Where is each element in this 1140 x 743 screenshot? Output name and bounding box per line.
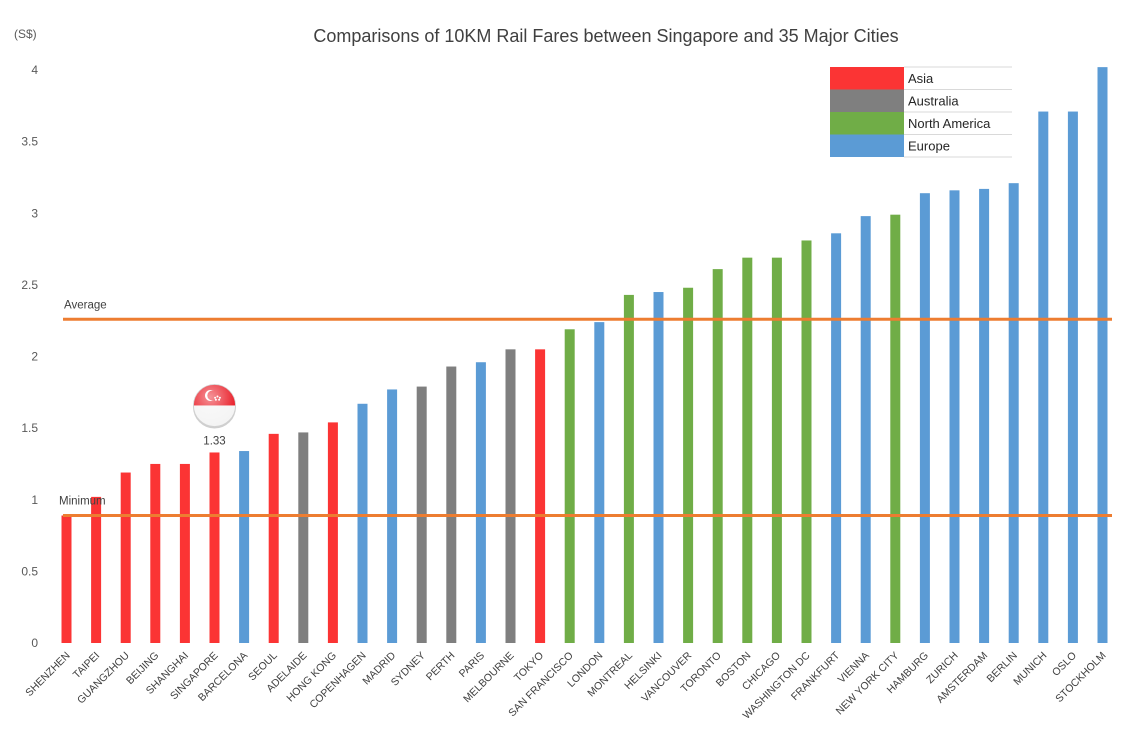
- bar-shanghai: [179, 463, 190, 643]
- bar-frankfurt: [831, 233, 842, 643]
- bars: [61, 67, 1108, 644]
- bar-boston: [742, 257, 753, 643]
- legend-label: North America: [908, 116, 991, 131]
- bar-singapore: [209, 452, 220, 643]
- legend-swatch-australia: [830, 89, 904, 112]
- bar-amsterdam: [979, 188, 990, 643]
- bar-beijing: [150, 463, 161, 643]
- bar-shenzhen: [61, 515, 72, 643]
- bar-helsinki: [653, 292, 664, 643]
- bar-guangzhou: [120, 472, 131, 643]
- bar-oslo: [1067, 111, 1078, 644]
- reference-lines: Average Minimum: [59, 299, 1112, 518]
- bar-melbourne: [505, 349, 516, 643]
- y-tick-label: 3.5: [21, 135, 38, 149]
- y-tick-label: 2.5: [21, 278, 38, 292]
- y-tick-label: 0.5: [21, 564, 38, 578]
- bar-hamburg: [919, 193, 930, 643]
- chart-title: Comparisons of 10KM Rail Fares between S…: [313, 26, 898, 46]
- bar-zurich: [949, 190, 960, 643]
- y-tick-label: 2: [31, 350, 38, 364]
- bar-new-york-city: [890, 214, 901, 643]
- y-unit-label: (S$): [14, 27, 37, 41]
- minimum-label: Minimum: [59, 496, 106, 508]
- bar-washington-dc: [801, 240, 812, 643]
- bar-munich: [1038, 111, 1049, 644]
- bar-stockholm: [1097, 67, 1108, 643]
- x-axis-labels: SHENZHENTAIPEIGUANGZHOUBEIJINGSHANGHAISI…: [23, 649, 1108, 721]
- y-axis-ticks: 0 0.5 1 1.5 2 2.5 3 3.5 4: [21, 63, 38, 650]
- bar-berlin: [1008, 183, 1019, 644]
- bar-taipei: [91, 496, 102, 643]
- legend-label: Australia: [908, 94, 959, 109]
- bar-perth: [446, 366, 457, 643]
- y-tick-label: 3: [31, 206, 38, 220]
- bar-vancouver: [683, 287, 694, 643]
- y-tick-label: 0: [31, 636, 38, 650]
- bar-london: [594, 322, 605, 643]
- highlight-value-label: 1.33: [203, 435, 225, 447]
- bar-montreal: [623, 294, 634, 643]
- x-category-label: SHENZHEN: [23, 650, 72, 699]
- y-tick-label: 1: [31, 493, 38, 507]
- legend-label: Europe: [908, 139, 950, 154]
- y-tick-label: 1.5: [21, 421, 38, 435]
- singapore-flag-icon: [193, 384, 236, 429]
- legend: Asia Australia North America Europe: [830, 66, 1012, 158]
- legend-swatch-asia: [830, 67, 904, 90]
- legend-swatch-north-america: [830, 112, 904, 135]
- bar-barcelona: [239, 451, 250, 643]
- bar-toronto: [712, 269, 723, 643]
- bar-chicago: [771, 257, 782, 643]
- x-category-label: PERTH: [424, 650, 458, 684]
- bar-copenhagen: [357, 403, 368, 643]
- bar-adelaide: [298, 432, 309, 643]
- bar-san-francisco: [564, 329, 575, 643]
- bar-seoul: [268, 433, 279, 643]
- bar-vienna: [860, 216, 871, 644]
- average-label: Average: [64, 299, 107, 311]
- highlight-marker: 1.33: [193, 384, 236, 447]
- legend-label: Asia: [908, 71, 934, 86]
- legend-swatch-europe: [830, 134, 904, 157]
- bar-paris: [475, 362, 486, 643]
- y-tick-label: 4: [31, 63, 38, 77]
- bar-hong-kong: [327, 422, 338, 643]
- bar-tokyo: [535, 349, 546, 643]
